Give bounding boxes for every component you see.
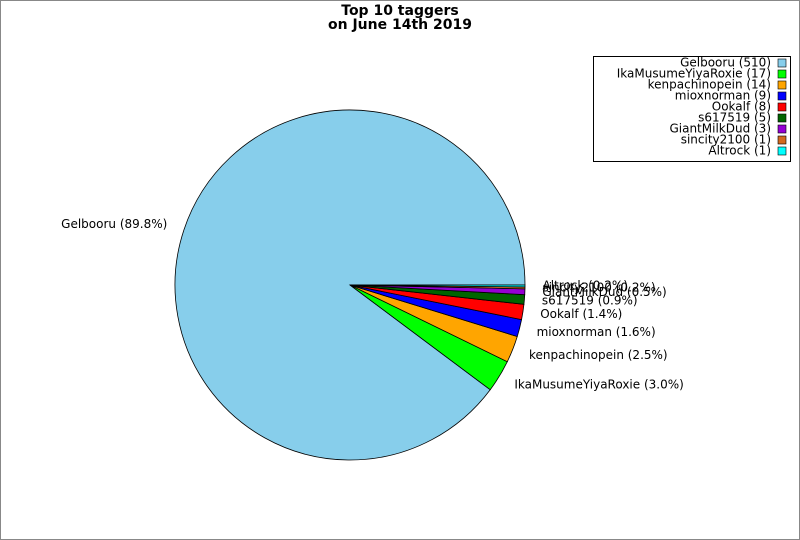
legend-label: IkaMusumeYiyaRoxie (17) — [617, 67, 771, 81]
legend-swatch — [777, 69, 787, 79]
slice-label: GiantMilkDud (0.5%) — [542, 285, 666, 299]
legend-label: Gelbooru (510) — [680, 56, 771, 70]
slice-label: Gelbooru (89.8%) — [61, 217, 167, 231]
slice-label: sincity2100 (0.2%) — [542, 281, 655, 295]
chart-subtitle: on June 14th 2019 — [328, 17, 472, 33]
slice-label: kenpachinopein (2.5%) — [529, 348, 668, 362]
legend-swatch — [777, 124, 787, 134]
legend-swatch — [777, 58, 787, 68]
slice-label: mioxnorman (1.6%) — [537, 325, 656, 339]
legend-label: Altrock (1) — [708, 144, 771, 158]
legend-swatch — [777, 135, 787, 145]
legend-swatch — [777, 80, 787, 90]
legend-label: Ookalf (8) — [712, 100, 771, 114]
legend-swatch — [777, 91, 787, 101]
legend-label: GiantMilkDud (3) — [669, 122, 771, 136]
legend-label: sincity2100 (1) — [681, 133, 771, 147]
slice-label: Altrock (0.2%) — [542, 279, 627, 293]
legend-box — [593, 56, 791, 162]
legend-label: mioxnorman (9) — [675, 89, 771, 103]
legend-label: s617519 (5) — [698, 111, 771, 125]
legend-swatch — [777, 146, 787, 156]
legend-swatch — [777, 113, 787, 123]
legend-swatch — [777, 102, 787, 112]
legend-label: kenpachinopein (14) — [648, 78, 771, 92]
slice-label: s617519 (0.9%) — [542, 293, 638, 307]
chart-title: Top 10 taggers — [341, 3, 458, 19]
slice-label: Ookalf (1.4%) — [540, 307, 622, 321]
slice-label: IkaMusumeYiyaRoxie (3.0%) — [514, 378, 683, 392]
pie-slice — [349, 284, 526, 288]
